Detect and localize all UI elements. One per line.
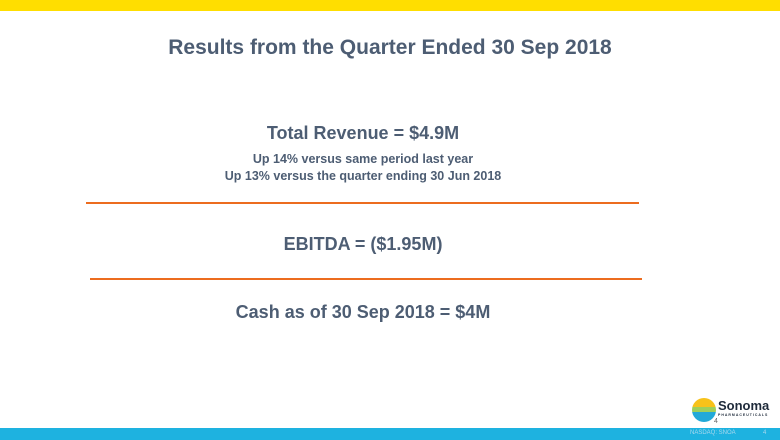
footer-ticker: NASDAQ: SNOA xyxy=(690,430,736,436)
cash-headline: Cash as of 30 Sep 2018 = $4M xyxy=(235,302,491,322)
revenue-qoq: Up 13% versus the quarter ending 30 Jun … xyxy=(224,169,502,183)
logo-name: Sonoma xyxy=(718,398,770,413)
footer-page-number: 4 xyxy=(763,430,767,436)
revenue-headline: Total Revenue = $4.9M xyxy=(266,123,460,143)
divider xyxy=(86,202,639,204)
ebitda-headline: EBITDA = ($1.95M) xyxy=(283,234,443,254)
sonoma-logo-icon xyxy=(692,398,716,422)
logo-subtitle: PHARMACEUTICALS xyxy=(718,413,769,417)
page-mark: 4 xyxy=(714,418,718,425)
revenue-yoy: Up 14% versus same period last year xyxy=(252,152,474,166)
top-accent-bar xyxy=(0,0,780,11)
bottom-accent-bar xyxy=(0,428,780,440)
slide-title: Results from the Quarter Ended 30 Sep 20… xyxy=(168,36,612,59)
divider xyxy=(90,278,642,280)
